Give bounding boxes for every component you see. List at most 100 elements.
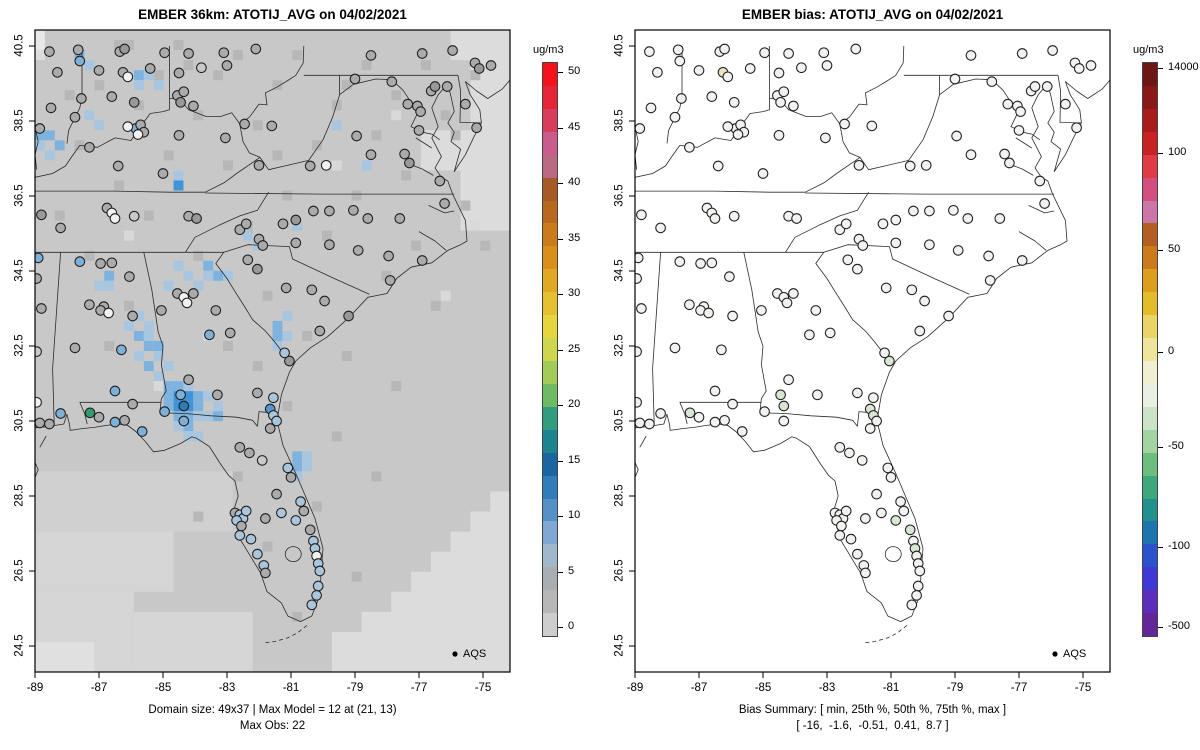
- station-marker: [122, 71, 134, 83]
- station-marker: [821, 60, 833, 71]
- station-marker: [311, 590, 322, 601]
- model-grid-cell: [84, 250, 95, 261]
- colorbar-tick-label: 0: [568, 620, 575, 632]
- colorbar-tick-label: 10: [568, 509, 581, 521]
- colorbar-segment: [1143, 223, 1157, 247]
- model-grid-cell: [183, 421, 194, 432]
- station-marker: [775, 389, 786, 401]
- colorbar-tick-mark: [558, 572, 563, 573]
- colorbar-tick-mark: [1158, 68, 1163, 69]
- state-boundary: [805, 157, 861, 193]
- station-marker: [719, 414, 730, 426]
- left-panel-title: EMBER 36km: ATOTIJ_AVG on 04/02/2021: [138, 7, 407, 22]
- station-marker: [1013, 125, 1025, 136]
- station-marker: [810, 305, 822, 316]
- colorbar-segment: [1143, 498, 1157, 522]
- state-boundary: [239, 123, 261, 158]
- y-tick-label: 38.5: [13, 109, 26, 132]
- colorbar-segment: [1143, 200, 1157, 224]
- station-marker: [853, 159, 865, 171]
- state-boundary: [143, 252, 167, 413]
- florida-keys-line: [863, 625, 908, 644]
- colorbar-segment: [1143, 177, 1157, 201]
- station-marker: [156, 305, 167, 316]
- station-marker: [775, 96, 786, 108]
- station-marker: [159, 47, 170, 59]
- model-ocean-region: [133, 611, 253, 672]
- model-grid-cell: [282, 190, 293, 201]
- station-marker: [1071, 122, 1082, 134]
- y-tick-label: 24.5: [613, 634, 626, 657]
- model-grid-cell: [133, 351, 144, 362]
- colorbar-segment: [543, 108, 557, 132]
- colorbar-segment: [543, 338, 557, 361]
- plot-frame: [34, 29, 511, 673]
- station-marker: [857, 240, 869, 251]
- station-marker: [636, 303, 647, 314]
- station-marker: [35, 273, 42, 284]
- model-grid-cell: [272, 150, 283, 161]
- model-grid-cell: [124, 40, 134, 51]
- model-grid-cell: [223, 270, 233, 281]
- station-marker: [684, 299, 695, 311]
- station-marker: [304, 160, 316, 172]
- station-marker: [84, 299, 95, 311]
- station-marker: [1073, 63, 1085, 74]
- model-grid-cell: [292, 611, 303, 622]
- model-grid-cell: [193, 391, 204, 402]
- model-ocean-region: [35, 471, 233, 532]
- station-marker: [84, 407, 96, 419]
- model-grid-cell: [44, 130, 55, 141]
- station-marker: [924, 239, 935, 251]
- station-marker: [109, 213, 121, 224]
- model-grid-cell: [54, 140, 65, 151]
- model-ocean-region: [331, 631, 510, 672]
- colorbar-segment: [1143, 63, 1157, 86]
- model-grid-cell: [351, 190, 362, 201]
- state-boundary: [652, 252, 661, 425]
- station-marker: [722, 121, 734, 132]
- state-boundary: [185, 191, 269, 253]
- model-ocean-region: [35, 50, 45, 61]
- station-marker: [402, 98, 414, 110]
- model-grid-cell: [292, 461, 303, 472]
- colorbar-segment: [1143, 590, 1157, 614]
- colorbar-segment: [1143, 154, 1157, 178]
- model-grid-cell: [104, 340, 115, 351]
- station-marker: [983, 250, 994, 262]
- state-boundary: [457, 75, 482, 124]
- state-boundary: [666, 46, 683, 144]
- state-boundary: [1057, 75, 1082, 124]
- colorbar-tick-mark: [558, 128, 563, 129]
- model-grid-cell: [104, 270, 115, 281]
- station-marker: [1016, 255, 1028, 266]
- station-marker: [706, 91, 718, 102]
- x-tick-label: -75: [1074, 682, 1092, 694]
- model-grid-cell: [163, 401, 174, 412]
- x-tick-label: -81: [282, 682, 300, 694]
- station-marker: [159, 406, 170, 417]
- model-grid-cell: [173, 180, 184, 191]
- station-marker: [986, 76, 998, 87]
- station-marker: [672, 44, 684, 56]
- station-marker: [112, 160, 124, 172]
- model-grid-cell: [173, 170, 184, 181]
- model-grid-cell: [282, 310, 293, 321]
- station-marker: [93, 65, 105, 76]
- station-marker: [804, 329, 815, 341]
- station-marker: [136, 426, 148, 437]
- station-marker: [253, 159, 265, 171]
- station-marker: [210, 305, 222, 316]
- station-marker: [920, 159, 932, 171]
- station-marker: [984, 275, 996, 286]
- station-marker: [1047, 45, 1058, 56]
- colorbar-tick-label: 14000: [1168, 61, 1199, 73]
- station-marker: [919, 295, 930, 307]
- station-marker: [188, 100, 199, 112]
- station-marker: [911, 590, 922, 601]
- colorbar-tick-label: 15: [568, 454, 581, 466]
- model-grid-cell: [213, 70, 224, 81]
- station-marker: [95, 258, 106, 269]
- model-grid-cell: [262, 290, 273, 301]
- colorbar-tick-label: -100: [1168, 540, 1191, 552]
